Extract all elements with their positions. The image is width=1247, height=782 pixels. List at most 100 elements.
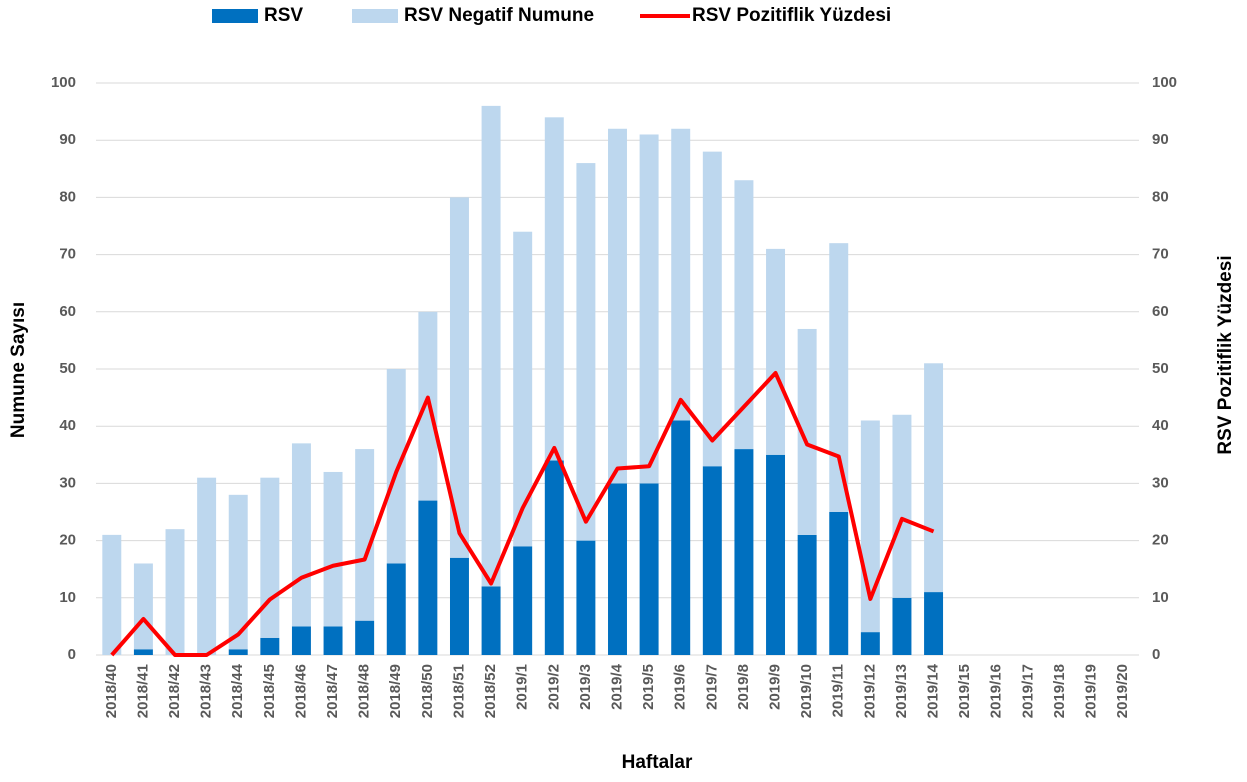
y2-tick-label: 30 — [1152, 474, 1169, 491]
y-tick-label: 60 — [59, 303, 76, 320]
bar — [355, 449, 375, 621]
bar — [386, 369, 406, 564]
x-tick-label: 2019/7 — [703, 664, 720, 710]
x-tick-label: 2018/42 — [166, 664, 183, 718]
bar — [102, 534, 122, 655]
bar — [544, 117, 564, 461]
x-tick-label: 2018/43 — [198, 664, 215, 718]
bar — [386, 563, 406, 655]
bar — [892, 597, 912, 655]
x-tick-label: 2018/50 — [419, 664, 436, 718]
y-tick-label: 0 — [68, 646, 76, 663]
bar — [702, 151, 722, 467]
bar — [766, 454, 786, 655]
y-tick-label: 30 — [59, 474, 76, 491]
x-tick-label: 2019/12 — [861, 664, 878, 718]
x-tick-label: 2019/2 — [545, 664, 562, 710]
bar — [544, 460, 564, 655]
bar — [639, 483, 659, 655]
x-tick-label: 2018/45 — [261, 664, 278, 718]
legend-label: RSV Pozitiflik Yüzdesi — [692, 5, 891, 26]
bar — [481, 105, 501, 587]
y2-tick-label: 80 — [1152, 188, 1169, 205]
bar — [576, 540, 596, 655]
x-tick-label: 2018/47 — [324, 664, 341, 718]
bar — [608, 483, 627, 655]
bar — [260, 477, 280, 638]
x-tick-label: 2019/10 — [798, 664, 815, 718]
x-tick-label: 2019/13 — [893, 664, 910, 718]
x-tick-label: 2019/15 — [956, 664, 973, 718]
x-tick-label: 2019/17 — [1019, 664, 1036, 718]
bar — [829, 243, 849, 512]
bar — [449, 557, 469, 655]
bar — [355, 620, 375, 655]
x-tick-label: 2018/49 — [387, 664, 404, 718]
bar — [639, 134, 659, 484]
bar — [481, 586, 501, 655]
x-tick-label: 2018/51 — [450, 664, 467, 718]
bar — [797, 328, 817, 535]
bar — [924, 363, 944, 593]
bar — [323, 626, 343, 655]
bar — [702, 466, 722, 655]
legend-label: RSV — [264, 5, 303, 26]
bar — [860, 632, 880, 655]
legend-swatch — [352, 9, 398, 23]
y-tick-label: 40 — [59, 417, 76, 434]
x-tick-label: 2019/1 — [514, 664, 531, 710]
x-tick-label: 2019/18 — [1051, 664, 1068, 718]
y2-tick-label: 100 — [1152, 74, 1177, 91]
legend-swatch — [212, 9, 258, 23]
bar — [197, 477, 217, 655]
x-tick-label: 2018/41 — [134, 664, 151, 718]
x-tick-label: 2018/52 — [482, 664, 499, 718]
x-tick-label: 2019/4 — [608, 663, 625, 710]
bar — [924, 592, 944, 655]
y2-tick-label: 70 — [1152, 246, 1169, 263]
y-tick-label: 50 — [59, 360, 76, 377]
y2-tick-label: 0 — [1152, 646, 1160, 663]
bar — [228, 494, 248, 650]
y-axis-title: Numune Sayısı — [8, 302, 29, 438]
x-tick-label: 2018/44 — [229, 663, 246, 718]
x-tick-label: 2019/19 — [1083, 664, 1100, 718]
bar — [671, 420, 691, 655]
x-tick-label: 2018/46 — [292, 664, 309, 718]
bar — [418, 500, 438, 655]
y-tick-label: 20 — [59, 532, 76, 549]
x-tick-label: 2019/20 — [1114, 664, 1131, 718]
bar — [291, 443, 311, 627]
y2-tick-label: 90 — [1152, 131, 1169, 148]
y2-tick-label: 50 — [1152, 360, 1169, 377]
bar — [323, 471, 343, 627]
bar — [892, 414, 912, 598]
bar — [449, 197, 469, 558]
x-tick-label: 2019/8 — [735, 664, 752, 710]
bar — [165, 529, 185, 655]
y2-tick-label: 40 — [1152, 417, 1169, 434]
bar — [260, 637, 280, 655]
y-tick-label: 70 — [59, 246, 76, 263]
bar — [576, 163, 596, 541]
legend-label: RSV Negatif Numune — [404, 5, 594, 26]
bar — [228, 649, 248, 655]
line — [110, 371, 935, 657]
y2-axis-title: RSV Pozitiflik Yüzdesi — [1215, 255, 1236, 454]
y-tick-label: 10 — [59, 589, 76, 606]
x-tick-label: 2019/16 — [988, 664, 1005, 718]
y-tick-label: 100 — [51, 74, 76, 91]
x-tick-label: 2019/9 — [766, 664, 783, 710]
y-tick-label: 80 — [59, 188, 76, 205]
bar — [829, 512, 849, 655]
y-tick-label: 90 — [59, 131, 76, 148]
x-tick-label: 2019/14 — [925, 663, 942, 718]
x-tick-label: 2019/3 — [577, 664, 594, 710]
x-tick-label: 2018/40 — [103, 664, 120, 718]
bar — [133, 649, 153, 655]
bar — [766, 248, 786, 455]
x-tick-label: 2019/6 — [672, 664, 689, 710]
x-axis-title: Haftalar — [622, 752, 693, 773]
bar — [133, 563, 153, 650]
y2-tick-label: 10 — [1152, 589, 1169, 606]
